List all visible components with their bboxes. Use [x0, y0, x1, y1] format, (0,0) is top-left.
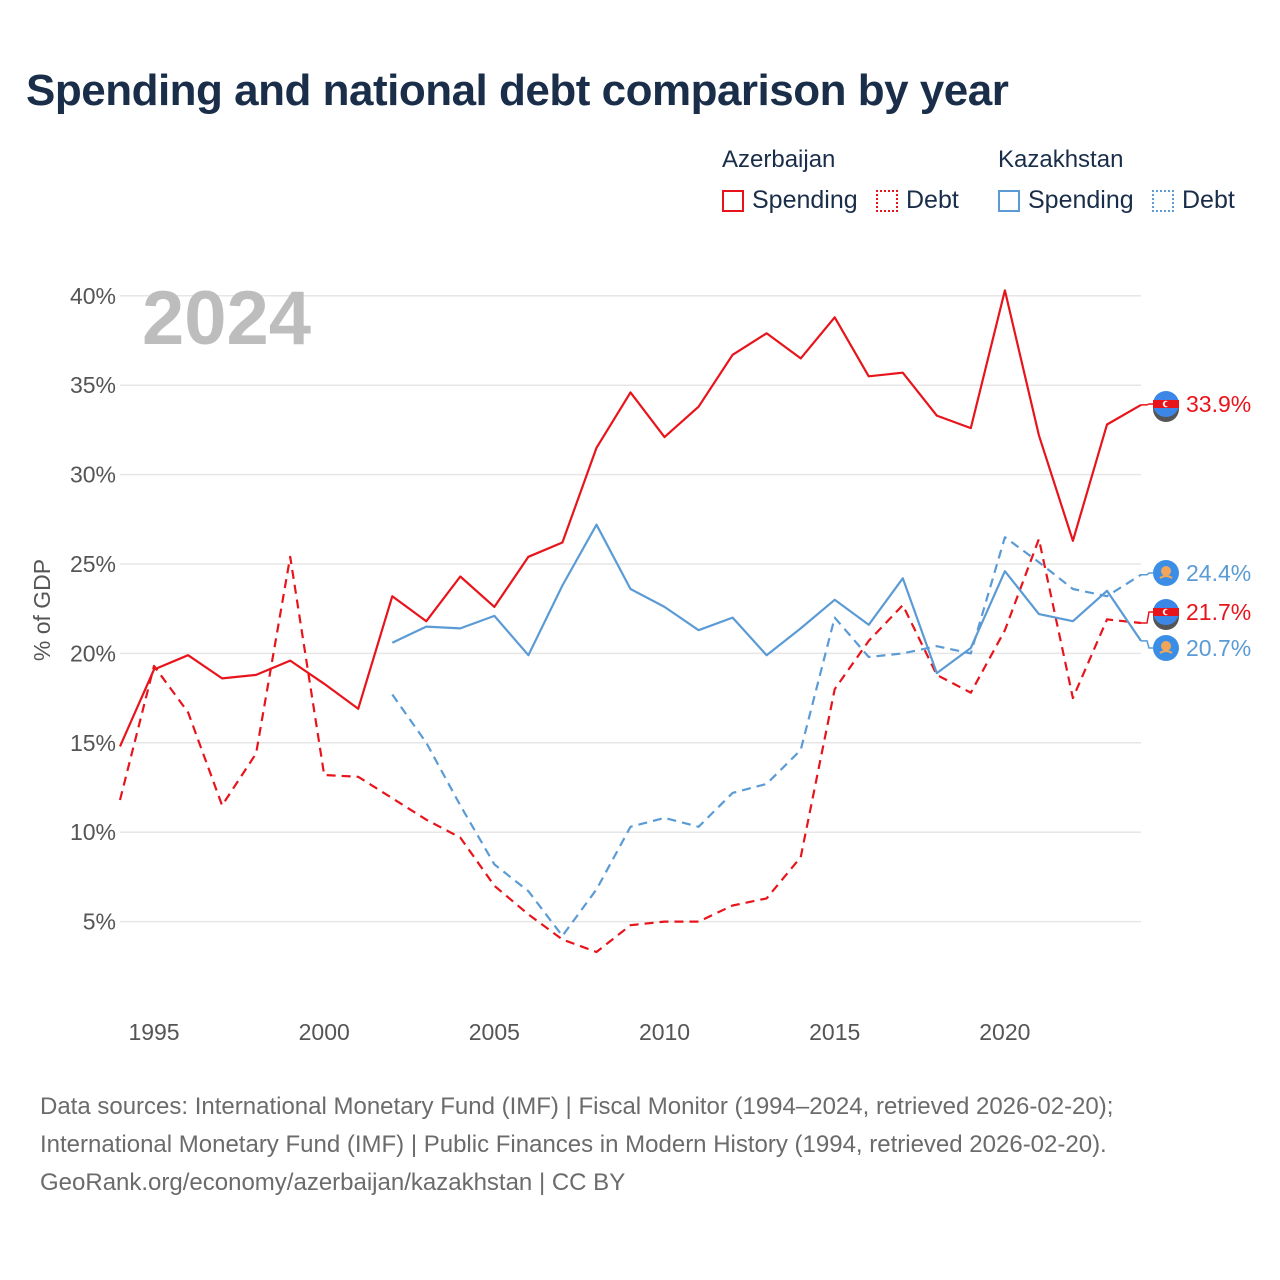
flag-sun	[1161, 566, 1171, 576]
x-tick-label: 2015	[809, 1019, 860, 1045]
x-tick-label: 2020	[979, 1019, 1030, 1045]
y-tick-label: 40%	[70, 283, 116, 309]
end-value-label: 20.7%	[1186, 635, 1251, 661]
azerbaijan-flag-icon	[1153, 391, 1179, 422]
flag-eagle	[1159, 575, 1173, 579]
series-line-kazakhstan-debt[interactable]	[391, 536, 1142, 938]
legend-group-kazakhstan: Kazakhstan	[998, 146, 1124, 173]
year-watermark: 2024	[142, 276, 311, 361]
source-line: International Monetary Fund (IMF) | Publ…	[40, 1131, 1107, 1158]
legend-kazakhstan-debt[interactable]: Debt	[1152, 186, 1235, 215]
data-sources: Data sources: International Monetary Fun…	[40, 1088, 1113, 1202]
legend-azerbaijan-debt[interactable]: Debt	[876, 186, 959, 215]
legend-swatch-dotted-icon	[1152, 189, 1174, 212]
legend-group-azerbaijan: Azerbaijan	[722, 146, 836, 173]
y-axis-title: % of GDP	[29, 559, 55, 661]
legend-azerbaijan-spending[interactable]: Spending	[722, 186, 858, 215]
legend-label: Spending	[1028, 186, 1134, 214]
y-tick-label: 25%	[70, 551, 116, 577]
y-tick-label: 35%	[70, 372, 116, 398]
kazakhstan-flag-icon	[1153, 560, 1179, 586]
y-tick-label: 5%	[83, 909, 116, 935]
series-line-azerbaijan-debt[interactable]	[118, 537, 1142, 954]
end-value-label: 24.4%	[1186, 560, 1251, 586]
legend-label: Debt	[906, 186, 959, 214]
legend-swatch-solid-icon	[998, 189, 1020, 212]
end-connector	[1141, 403, 1153, 406]
flag-crescent-cut	[1164, 401, 1170, 407]
source-line: Data sources: International Monetary Fun…	[40, 1093, 1114, 1120]
series-lines	[118, 289, 1142, 954]
y-tick-label: 15%	[70, 730, 116, 756]
end-connector	[1141, 640, 1153, 649]
legend-label: Spending	[752, 186, 858, 214]
legend-swatch-solid-icon	[722, 189, 744, 212]
end-markers: 33.9% 21.7% 20.7% 24.4%	[1141, 391, 1251, 661]
flag-sun	[1161, 641, 1171, 651]
end-connector	[1141, 611, 1153, 624]
legend-kazakhstan-spending[interactable]: Spending	[998, 186, 1134, 215]
kazakhstan-flag-icon	[1153, 635, 1179, 661]
legend-swatch-dotted-icon	[876, 189, 898, 212]
x-tick-label: 1995	[128, 1019, 179, 1045]
series-line-azerbaijan-spending[interactable]	[118, 289, 1142, 747]
x-tick-label: 2000	[299, 1019, 350, 1045]
end-value-label: 33.9%	[1186, 391, 1251, 417]
source-line[interactable]: GeoRank.org/economy/azerbaijan/kazakhsta…	[40, 1169, 626, 1196]
series-line-kazakhstan-spending[interactable]	[391, 523, 1142, 675]
legend-label: Debt	[1182, 186, 1235, 214]
y-tick-label: 10%	[70, 819, 116, 845]
chart-title: Spending and national debt comparison by…	[26, 66, 1009, 115]
line-chart: 5% 10% 15% 20% 25% 30% 35% 40% 1995 2000 2005 2010…	[29, 276, 1251, 1045]
y-tick-label: 30%	[70, 462, 116, 488]
x-axis: 1995 2000 2005 2010 2015 2020	[128, 1019, 1030, 1045]
y-tick-label: 20%	[70, 640, 116, 666]
end-connector	[1141, 572, 1153, 576]
azerbaijan-flag-icon	[1153, 599, 1179, 630]
flag-crescent-cut	[1164, 609, 1170, 615]
x-tick-label: 2005	[469, 1019, 520, 1045]
end-value-label: 21.7%	[1186, 599, 1251, 625]
x-tick-label: 2010	[639, 1019, 690, 1045]
y-axis: 5% 10% 15% 20% 25% 30% 35% 40%	[70, 283, 116, 935]
flag-eagle	[1159, 650, 1173, 654]
